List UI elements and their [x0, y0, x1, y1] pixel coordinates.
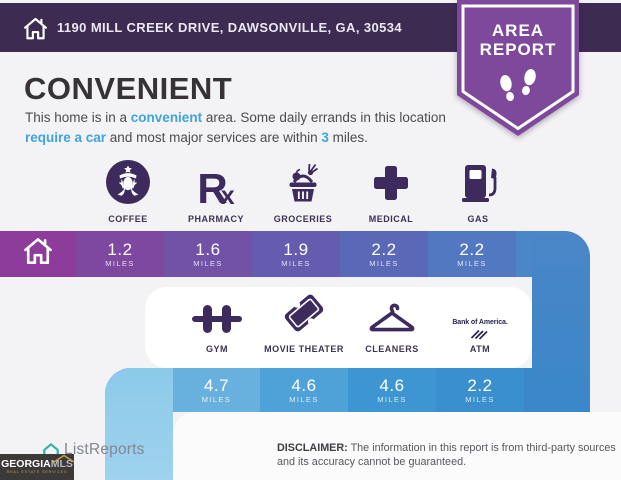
amenity-label: PHARMACY — [187, 214, 244, 224]
grocery-basket-icon — [279, 159, 327, 210]
disclaimer: DISCLAIMER: The information in this repo… — [277, 441, 621, 469]
amenity-gym: GYM — [171, 292, 263, 354]
intro-paragraph: This home is in a convenient area. Some … — [25, 110, 446, 145]
amenity-label: GAS — [467, 214, 489, 224]
movie-ticket-icon — [281, 291, 327, 340]
dumbbell-icon — [190, 303, 244, 340]
amenity-groceries: GROCERIES — [259, 160, 347, 224]
distance-cell-movie-theater: 4.6 MILES — [260, 368, 348, 412]
distance-cell-coffee: 1.2 MILES — [76, 231, 164, 277]
badge-line1: AREA — [492, 21, 544, 40]
amenity-label: ATM — [469, 344, 491, 354]
path-connector-right — [532, 231, 590, 412]
amenity-label: GROCERIES — [273, 214, 333, 224]
bottom-panel — [173, 412, 621, 480]
amenity-movie-theater: MOVIE THEATER — [258, 292, 350, 354]
amenity-atm: Bank of America. ATM — [434, 292, 526, 354]
distance-cell-pharmacy: 1.6 MILES — [164, 231, 252, 277]
home-start-cell — [0, 231, 76, 277]
hanger-icon — [367, 301, 417, 340]
distance-cell-cleaners: 4.6 MILES — [348, 368, 436, 412]
property-address: 1190 MILL CREEK DRIVE, DAWSONVILLE, GA, … — [57, 20, 403, 35]
home-icon — [22, 237, 54, 271]
badge-line2: REPORT — [480, 40, 557, 59]
area-report-badge: AREA REPORT — [457, 0, 579, 136]
gamls-roof-icon — [53, 454, 75, 463]
bank-of-america-icon: Bank of America. — [452, 319, 508, 340]
distance-cell-gym: 4.7 MILES — [173, 368, 260, 412]
page-title: CONVENIENT — [24, 71, 233, 106]
starbucks-coffee-icon — [105, 159, 151, 210]
distance-cell-gas: 2.2 MILES — [428, 231, 516, 277]
amenity-coffee: COFFEE — [84, 160, 172, 224]
amenity-gas: GAS — [434, 160, 522, 224]
amenity-label: CLEANERS — [365, 344, 419, 354]
footprints-icon — [500, 69, 536, 102]
georgia-mls-logo: GEORGIAMLS REAL ESTATE SERVICES — [0, 454, 75, 480]
disclaimer-text: The information in this report is from t… — [277, 442, 616, 469]
amenity-label: MEDICAL — [368, 214, 414, 224]
amenity-label: MOVIE THEATER — [264, 344, 344, 354]
distance-cell-medical: 2.2 MILES — [340, 231, 428, 277]
amenity-medical: MEDICAL — [347, 160, 435, 224]
distance-cell-groceries: 1.9 MILES — [252, 231, 340, 277]
medical-cross-icon — [369, 161, 413, 210]
bofa-flag-icon — [470, 329, 488, 340]
distance-cell-atm: 2.2 MILES — [436, 368, 524, 412]
amenity-label: GYM — [205, 344, 228, 354]
amenity-cleaners: CLEANERS — [346, 292, 438, 354]
home-icon — [22, 17, 49, 46]
path-connector-left — [105, 368, 173, 480]
amenity-label: COFFEE — [108, 214, 148, 224]
disclaimer-label: DISCLAIMER: — [277, 442, 348, 454]
gas-pump-icon — [456, 159, 500, 210]
